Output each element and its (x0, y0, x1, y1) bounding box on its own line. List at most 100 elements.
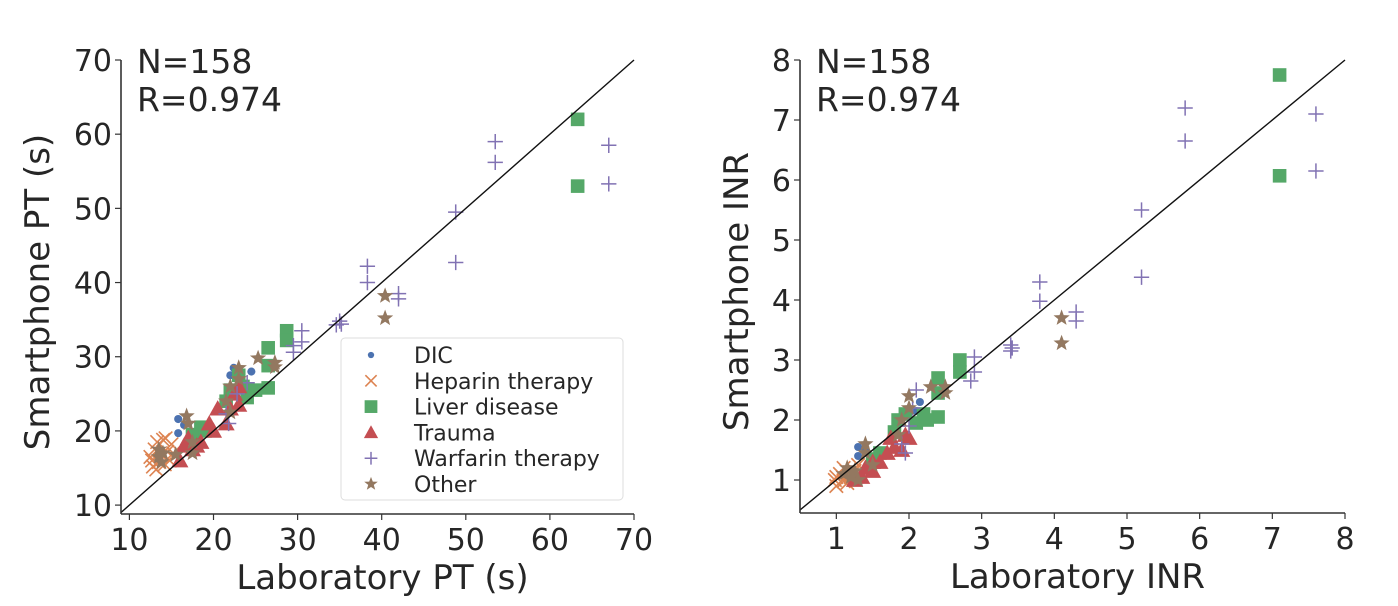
y-axis-label: Smartphone INR (717, 152, 757, 431)
y-tick-label: 50 (74, 192, 112, 227)
legend-marker (364, 451, 378, 465)
data-point (900, 399, 918, 415)
data-point (1308, 106, 1324, 122)
data-point (1133, 202, 1150, 218)
x-tick-label: 10 (110, 523, 148, 558)
data-point (1053, 309, 1070, 325)
data-point (222, 403, 239, 420)
legend-marker (364, 400, 378, 413)
data-point (1032, 293, 1048, 309)
y-tick-label: 10 (74, 489, 112, 524)
y-tick-label: 30 (74, 341, 112, 376)
data-point (158, 431, 173, 446)
x-tick-label: 30 (279, 523, 317, 558)
data-point (900, 387, 918, 403)
y-tick-label: 70 (74, 44, 112, 79)
data-point (230, 370, 247, 386)
legend-label: Heparin therapy (414, 370, 593, 395)
data-point (184, 444, 201, 461)
data-point (247, 367, 256, 376)
identity-line (799, 59, 1346, 511)
series-other (150, 287, 394, 469)
data-points (143, 112, 617, 477)
x-tick-label: 4 (1045, 522, 1064, 557)
data-point (249, 349, 267, 366)
data-point (222, 377, 239, 394)
legend-label: Other (414, 473, 477, 498)
data-point (359, 274, 376, 291)
series-warfarin-therapy (894, 100, 1324, 461)
y-tick-label: 60 (74, 118, 112, 153)
data-points (827, 68, 1324, 494)
identity-line (120, 59, 635, 514)
x-tick-label: 6 (1190, 522, 1209, 557)
data-point (279, 333, 294, 348)
data-point (966, 349, 983, 365)
data-point (390, 291, 407, 307)
data-point (850, 471, 867, 487)
data-point (937, 384, 954, 400)
x-tick-label: 20 (194, 523, 232, 558)
r-annotation: R=0.974 (137, 80, 282, 119)
x-tick-label: 8 (1335, 522, 1354, 557)
data-point (178, 407, 195, 423)
data-point (209, 400, 227, 416)
x-tick-label: 1 (827, 522, 846, 557)
data-point (846, 462, 863, 478)
data-point (230, 396, 248, 412)
x-tick-label: 70 (615, 523, 653, 558)
data-point (229, 386, 245, 402)
data-point (200, 414, 218, 431)
x-tick-label: 5 (1117, 522, 1136, 557)
data-point (854, 451, 863, 461)
x-axis-label: Laboratory INR (950, 557, 1205, 597)
data-point (217, 414, 235, 431)
data-point (150, 448, 167, 464)
y-axis-label: Smartphone PT (s) (18, 134, 58, 450)
y-tick-label: 7 (772, 104, 791, 139)
data-point (931, 371, 945, 385)
data-point (376, 287, 394, 303)
data-point (953, 353, 967, 367)
data-point (376, 309, 394, 326)
data-point (953, 365, 967, 379)
series-liver-disease (865, 68, 1287, 466)
data-point (916, 407, 931, 421)
data-point (1272, 169, 1287, 183)
data-point (448, 254, 464, 271)
data-point (294, 334, 310, 350)
data-point (1272, 68, 1287, 82)
data-point (184, 433, 201, 449)
data-point (285, 337, 302, 354)
data-point (218, 392, 235, 409)
legend-box (340, 337, 624, 501)
data-point (1068, 313, 1084, 329)
data-point (931, 410, 945, 424)
data-point (601, 137, 617, 153)
legend-marker (364, 374, 378, 387)
y-tick-label: 20 (74, 415, 112, 450)
data-point (839, 459, 856, 475)
data-point (332, 313, 348, 329)
y-tick-label: 8 (772, 44, 791, 79)
data-point (230, 359, 247, 375)
r-annotation: R=0.974 (816, 80, 961, 119)
data-point (908, 382, 924, 398)
x-tick-label: 7 (1263, 522, 1282, 557)
data-point (359, 258, 376, 274)
data-point (153, 453, 170, 469)
data-point (570, 179, 585, 193)
data-point (1308, 163, 1324, 179)
data-point (225, 385, 244, 401)
data-point (922, 378, 939, 394)
data-point (882, 429, 900, 445)
data-point (915, 397, 924, 407)
x-axis-label: Laboratory PT (s) (236, 558, 528, 598)
y-tick-label: 6 (772, 164, 791, 199)
data-point (180, 414, 197, 431)
y-tick-label: 4 (772, 284, 791, 319)
x-tick-label: 50 (447, 523, 485, 558)
data-point (900, 429, 918, 445)
